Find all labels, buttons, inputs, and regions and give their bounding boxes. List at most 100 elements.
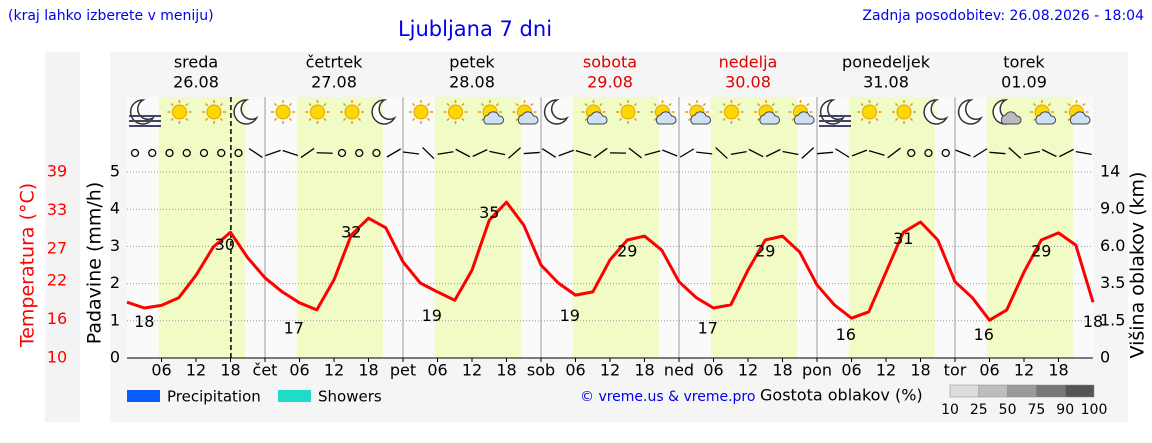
sun-ray (323, 102, 327, 107)
sun-icon (448, 104, 463, 120)
cloud-scale-label: 90 (1056, 402, 1074, 418)
precip-tick-label: 3 (110, 236, 120, 255)
sun-ray (875, 117, 879, 122)
sun-ray (342, 117, 347, 122)
cloud-scale-box (1064, 384, 1095, 398)
wind-barb (593, 147, 608, 159)
sun-ray (860, 117, 864, 122)
day-date: 01.09 (1001, 73, 1047, 92)
sun-ray (756, 117, 761, 122)
x-tick-label: 12 (876, 361, 896, 380)
sun-icon (310, 104, 325, 120)
wind-barb (679, 148, 695, 158)
x-tick-label: 18 (358, 361, 378, 380)
x-tick-label: 18 (1048, 361, 1068, 380)
temp-label: 17 (698, 319, 718, 338)
cloud-scale-label: 10 (941, 402, 959, 418)
sun-ray (875, 102, 879, 107)
wind-barb (748, 148, 764, 158)
temp-tick-label: 16 (47, 309, 67, 328)
temp-axis-title: Temperatura (°C) (17, 183, 39, 348)
day-name: sreda (174, 53, 218, 72)
sun-ray (308, 102, 312, 107)
cloud-tick-label: 3.5 (1100, 273, 1125, 292)
sun-ray (894, 102, 899, 107)
day-date: 31.08 (863, 73, 909, 92)
cloud-scale-box (1036, 384, 1066, 398)
update-time: Zadnja posodobitev: 26.08.2026 - 18:04 (862, 8, 1144, 24)
x-tick-label: ned (664, 361, 694, 380)
cloud-scale-label: 75 (1027, 402, 1045, 418)
sun-ray (687, 102, 692, 107)
temp-tick-label: 22 (47, 271, 67, 290)
wind-barb (730, 150, 747, 156)
cloud-icon (1035, 111, 1056, 125)
sun-ray (722, 102, 726, 107)
cloud-icon (655, 111, 677, 125)
credit: © vreme.us & vreme.pro (580, 389, 755, 405)
sun-ray (273, 102, 278, 107)
cloud-scale-label: 100 (1081, 402, 1108, 418)
x-tick-label: sob (527, 361, 555, 380)
precip-tick-label: 5 (110, 162, 120, 181)
wind-barb (282, 149, 299, 157)
cloud-tick-label: 1.5 (1100, 310, 1125, 329)
sun-ray (357, 117, 362, 122)
sun-icon (862, 104, 877, 120)
sun-ray (170, 117, 174, 122)
menu-note: (kraj lahko izberete v meniju) (8, 8, 214, 24)
sun-ray (618, 102, 623, 107)
temp-label: 29 (1031, 242, 1051, 261)
legend-swatch (278, 390, 311, 402)
x-tick-label: čet (253, 361, 278, 380)
sun-icon (206, 104, 222, 120)
wind-barb (472, 149, 488, 157)
sun-ray (515, 117, 519, 122)
temp-label: 16 (836, 325, 856, 344)
wind-barb (523, 151, 540, 155)
calm-wind (234, 148, 243, 158)
calm-wind (182, 148, 191, 158)
wind-barb (402, 151, 420, 155)
sun-ray (653, 117, 657, 122)
sun-ray (308, 117, 312, 122)
x-tick-label: 12 (186, 361, 206, 380)
sun-ray (515, 102, 519, 107)
temp-tick-label: 10 (47, 348, 67, 367)
sun-ray (1067, 102, 1071, 107)
sun-ray (1032, 102, 1037, 107)
cloud-scale-box (1007, 384, 1037, 398)
sun-ray (909, 102, 914, 107)
wind-barb (835, 148, 850, 158)
calm-wind (148, 148, 157, 158)
sun-ray (219, 102, 224, 107)
wind-barb (644, 150, 661, 156)
x-tick-label: 06 (841, 361, 861, 380)
calm-wind (199, 148, 209, 158)
sun-ray (584, 117, 588, 122)
cloud-tick-label: 6.0 (1100, 236, 1125, 255)
calm-wind (165, 148, 174, 158)
cloud-scale-label: 25 (970, 402, 988, 418)
sun-ray (722, 117, 726, 122)
sun-ray (584, 102, 588, 107)
day-name: ponedeljek (842, 53, 931, 72)
wind-barb (1008, 147, 1022, 159)
calm-wind (130, 148, 140, 158)
day-band (986, 97, 1073, 358)
x-tick-label: 18 (634, 361, 654, 380)
wind-barb (851, 149, 868, 157)
sun-icon (344, 104, 360, 120)
wind-barb (489, 150, 506, 156)
temp-tick-label: 39 (47, 162, 67, 181)
temp-label: 29 (755, 242, 775, 261)
day-name: četrtek (306, 53, 364, 72)
sun-ray (737, 102, 741, 107)
wind-barb (765, 148, 781, 158)
sun-ray (530, 102, 534, 107)
x-tick-label: 06 (979, 361, 999, 380)
sun-ray (323, 117, 327, 122)
wind-barb (265, 149, 281, 157)
sun-ray (357, 102, 362, 107)
sun-ray (1067, 117, 1071, 122)
